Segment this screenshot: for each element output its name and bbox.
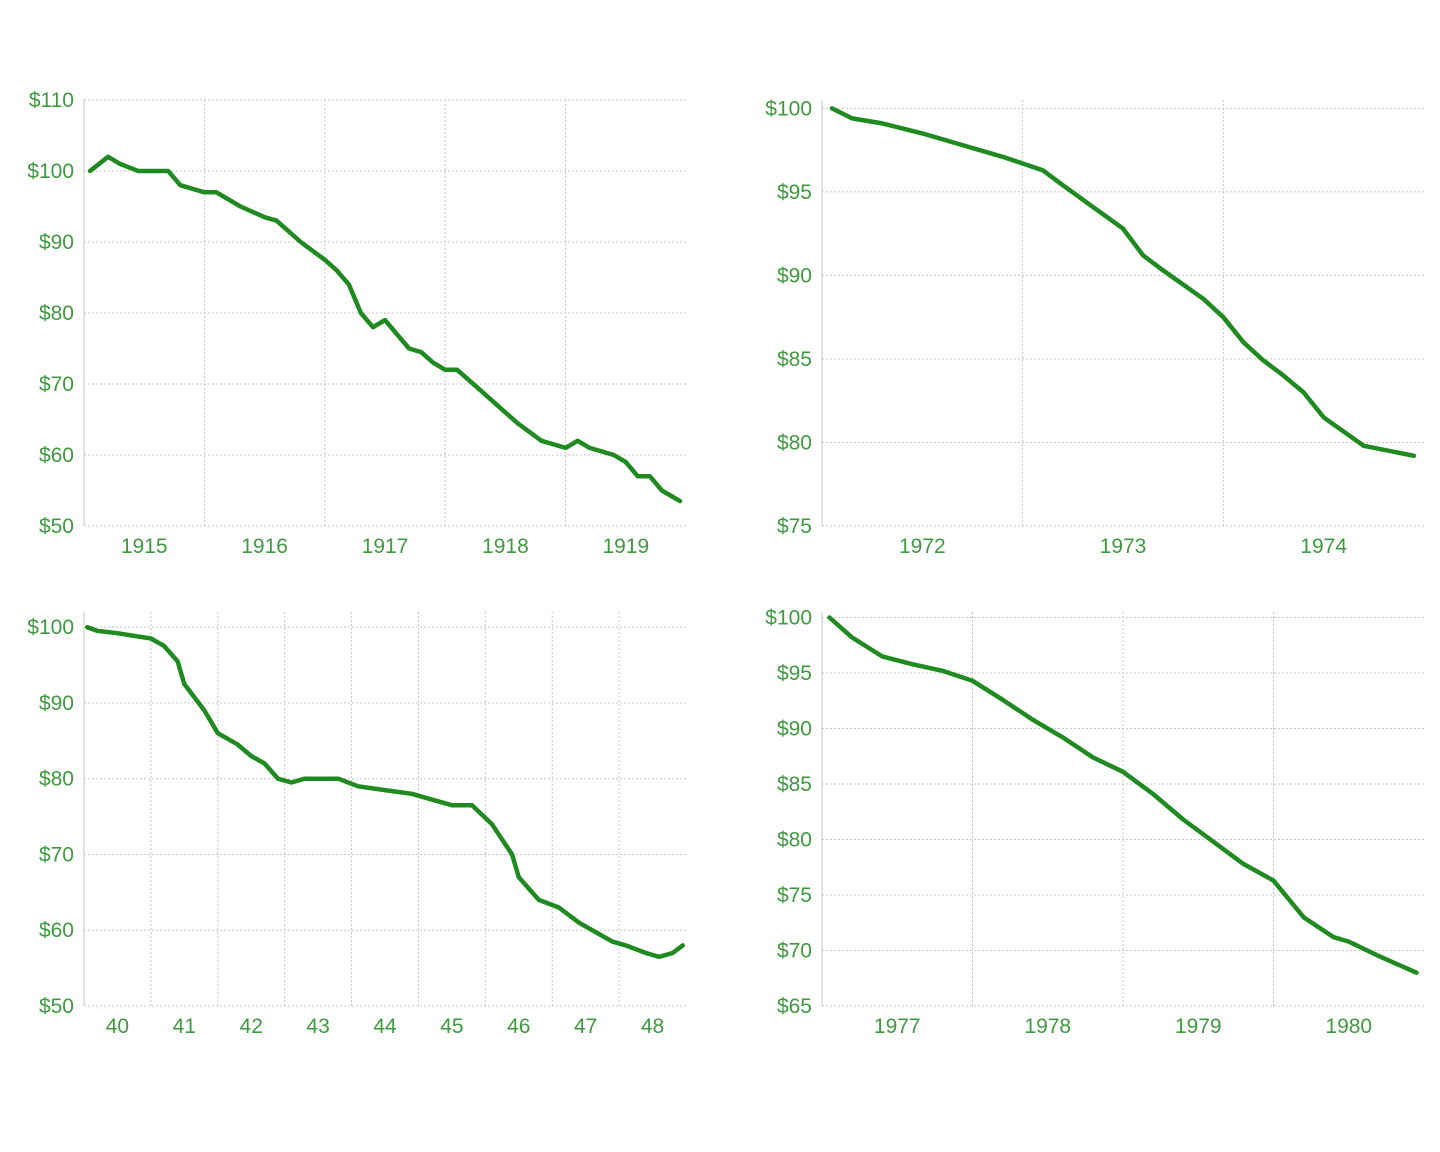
chart-panel-2: $100 $95 $90 $85 $80 $75 1972 1973 1974 <box>765 97 1424 558</box>
x-tick-label: 1918 <box>482 535 529 558</box>
chart-panel-1: $110 $100 $90 $80 $70 $60 $50 1915 1916 1917 1918 1… <box>27 89 686 558</box>
x-tick-label: 1916 <box>241 535 288 558</box>
chart-panel-4: $100 $95 $90 $85 $80 $75 $70 $65 1977 1978 1979 198… <box>765 607 1424 1038</box>
y-tick-label: $75 <box>777 884 812 907</box>
x-tick-label: 45 <box>440 1015 463 1038</box>
series-line <box>85 624 685 960</box>
x-tick-label: 1919 <box>602 535 649 558</box>
series-line <box>829 106 1417 459</box>
x-tick-label: 1978 <box>1024 1015 1071 1038</box>
x-tick-label: 1977 <box>874 1015 921 1038</box>
y-tick-label: $90 <box>777 718 812 741</box>
x-tick-label: 43 <box>306 1015 329 1038</box>
y-tick-label: $80 <box>777 431 812 454</box>
x-tick-label: 40 <box>106 1015 129 1038</box>
y-tick-label: $80 <box>39 302 74 325</box>
y-tick-label: $70 <box>777 940 812 963</box>
chart-panel-3: $100 $90 $80 $70 $60 $50 40 41 42 43 44 45 46 47 48 <box>27 612 686 1038</box>
x-tick-label: 44 <box>373 1015 397 1038</box>
x-tick-label: 1915 <box>121 535 168 558</box>
y-tick-label: $85 <box>777 348 812 371</box>
y-tick-label: $75 <box>777 515 812 538</box>
x-tick-label: 1979 <box>1175 1015 1222 1038</box>
y-tick-label: $70 <box>39 843 74 866</box>
y-tick-label: $65 <box>777 995 812 1018</box>
y-tick-label: $100 <box>27 160 74 183</box>
y-tick-label: $100 <box>765 607 812 630</box>
y-tick-label: $80 <box>777 829 812 852</box>
y-tick-label: $85 <box>777 773 812 796</box>
y-tick-label: $60 <box>39 444 74 467</box>
y-tick-label: $110 <box>29 89 74 112</box>
series-line <box>827 615 1419 975</box>
x-tick-label: 46 <box>507 1015 530 1038</box>
x-tick-label: 1972 <box>899 535 946 558</box>
x-tick-label: 1974 <box>1300 535 1347 558</box>
y-tick-label: $80 <box>39 768 74 791</box>
y-tick-label: $90 <box>39 231 74 254</box>
y-tick-label: $100 <box>765 97 812 120</box>
x-tick-label: 1973 <box>1100 535 1147 558</box>
series-line <box>87 154 683 504</box>
x-tick-label: 42 <box>240 1015 263 1038</box>
y-tick-label: $50 <box>39 515 74 538</box>
y-tick-label: $90 <box>777 264 812 287</box>
y-tick-label: $50 <box>39 995 74 1018</box>
y-tick-label: $60 <box>39 919 74 942</box>
y-tick-label: $95 <box>777 662 812 685</box>
y-tick-label: $90 <box>39 692 74 715</box>
x-tick-label: 47 <box>574 1015 597 1038</box>
x-tick-label: 1917 <box>362 535 409 558</box>
x-tick-label: 41 <box>173 1015 196 1038</box>
y-tick-label: $70 <box>39 373 74 396</box>
y-tick-label: $95 <box>777 181 812 204</box>
x-tick-label: 1980 <box>1325 1015 1372 1038</box>
y-tick-label: $100 <box>27 616 74 639</box>
x-tick-label: 48 <box>641 1015 664 1038</box>
